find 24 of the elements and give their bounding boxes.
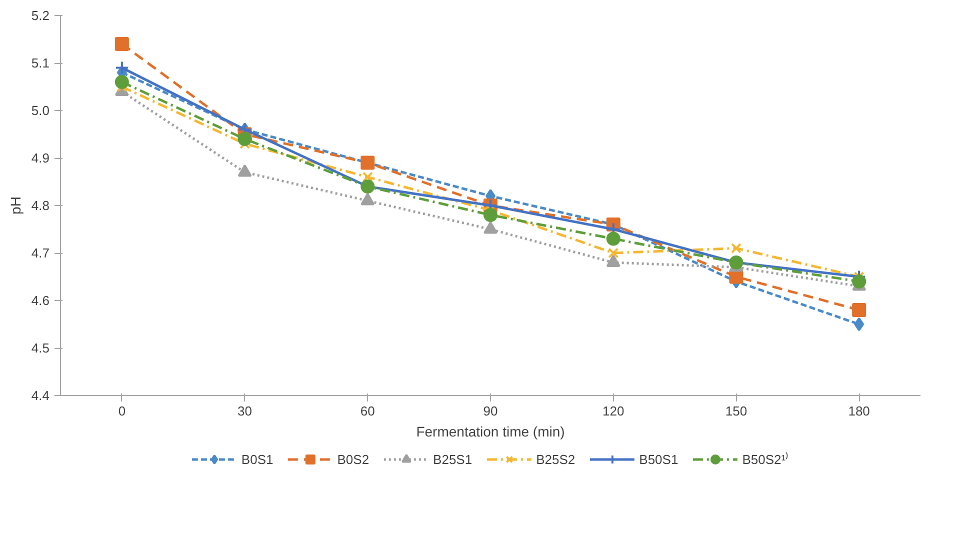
legend-label: B50S2¹⁾ [742,451,789,468]
legend-label: B25S1 [433,452,472,466]
y-tick-label: 4.9 [31,150,50,166]
x-axis-title: Fermentation time (min) [416,424,565,440]
x-tick-label: 120 [602,404,624,418]
y-tick-label: 4.5 [31,340,50,356]
x-tick-label: 90 [483,404,498,418]
x-tick-label: 180 [848,404,870,418]
legend-label: B0S2 [337,452,370,466]
y-tick-label: 4.8 [31,198,50,213]
y-tick-label: 5.1 [31,56,50,70]
x-tick-label: 60 [360,404,375,418]
y-tick-label: 4.4 [31,388,50,403]
legend-label: B25S2 [536,452,576,466]
y-tick-label: 4.6 [31,293,50,308]
y-tick-label: 4.7 [31,246,50,260]
y-tick-label: 5.0 [31,103,50,118]
legend-label: B0S1 [241,452,274,466]
y-tick-label: 5.2 [31,8,50,23]
x-tick-label: 0 [118,404,126,418]
x-tick-label: 30 [238,404,252,418]
legend-label: B50S1 [639,452,678,466]
y-axis-title: pH [7,196,24,214]
x-tick-label: 150 [725,404,748,418]
